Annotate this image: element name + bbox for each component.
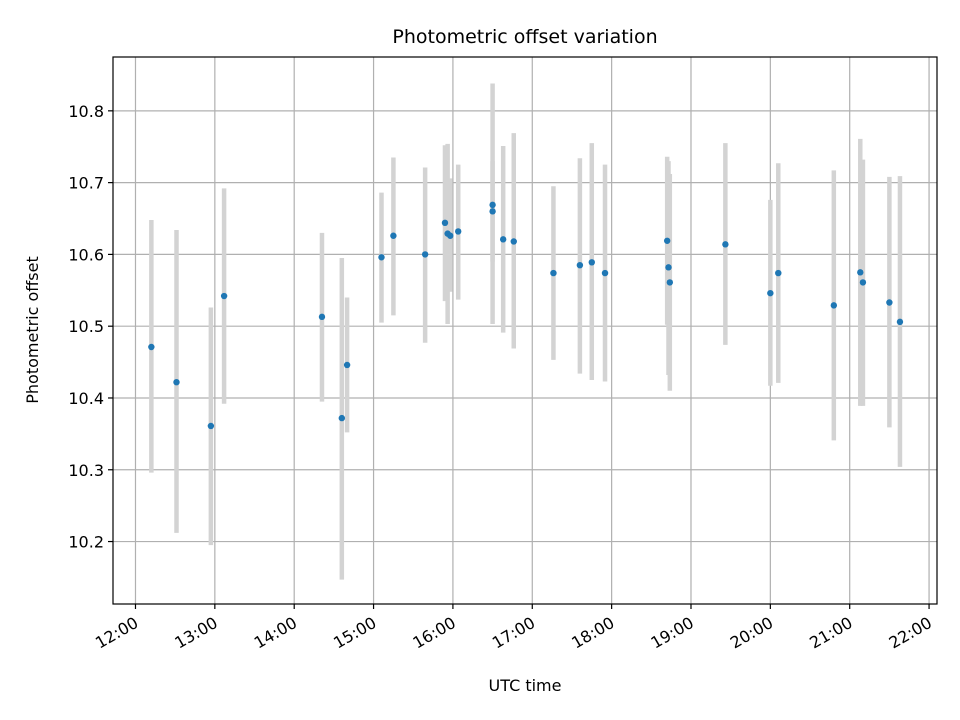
data-point: [886, 299, 893, 306]
data-point: [455, 228, 462, 235]
data-point: [489, 208, 496, 215]
data-point: [857, 269, 864, 276]
y-tick-label: 10.2: [68, 533, 104, 552]
y-tick-label: 10.6: [68, 245, 104, 264]
data-point: [663, 237, 671, 244]
data-point: [390, 232, 397, 239]
y-tick-label: 10.5: [68, 317, 104, 336]
data-point: [601, 269, 609, 277]
chart-title: Photometric offset variation: [392, 26, 657, 48]
x-axis-label: UTC time: [489, 676, 562, 695]
data-point: [338, 414, 346, 422]
data-point: [499, 236, 507, 243]
data-point: [510, 238, 517, 245]
data-point: [318, 313, 326, 321]
data-point: [343, 361, 351, 369]
data-point: [220, 292, 228, 300]
data-points: [148, 201, 904, 430]
y-tick-label: 10.7: [68, 174, 104, 193]
data-point: [447, 232, 454, 239]
plot-frame: [112, 56, 938, 605]
data-point: [207, 422, 215, 430]
data-point: [830, 302, 838, 309]
data-point: [173, 378, 180, 386]
data-point: [421, 251, 429, 258]
grid-lines: [113, 57, 937, 604]
data-point: [441, 219, 449, 227]
data-point: [588, 259, 595, 266]
y-axis-ticks: 10.2 10.3 10.4 10.5 10.6 10.7 10.8: [68, 102, 113, 552]
data-point: [665, 264, 672, 271]
y-axis-label: Photometric offset: [23, 256, 42, 404]
data-point: [550, 269, 557, 277]
data-point: [896, 318, 904, 326]
y-tick-label: 10.4: [68, 389, 104, 408]
y-tick-label: 10.3: [68, 461, 104, 480]
data-point: [859, 279, 867, 286]
data-point: [489, 201, 496, 209]
data-point: [378, 254, 385, 261]
data-point: [767, 289, 774, 297]
data-point: [775, 269, 782, 277]
data-point: [576, 261, 584, 269]
data-point: [722, 241, 729, 248]
data-point: [666, 279, 674, 286]
data-point: [148, 343, 155, 351]
y-tick-label: 10.8: [68, 102, 104, 121]
